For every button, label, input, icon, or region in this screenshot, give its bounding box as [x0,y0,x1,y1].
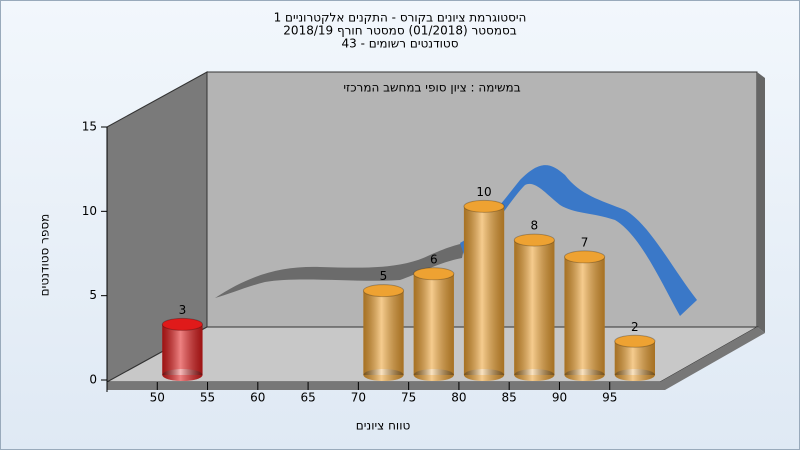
bar-top [161,317,204,331]
bar-bottom-shade [614,369,655,381]
value-label: 2 [631,320,639,334]
bar-bottom-shade [413,369,454,381]
y-tick-label: 10 [82,204,97,218]
x-tick-label: 95 [602,391,617,405]
x-tick-label: 60 [250,391,265,405]
curve-front [460,165,697,316]
bar-bottom-shade [463,369,505,381]
x-tick-label: 70 [351,391,366,405]
bar-top [513,233,555,247]
y-tick-label: 5 [89,288,97,302]
y-tick-label: 0 [89,373,97,387]
floor-edge [107,327,765,390]
value-label: 10 [476,185,491,199]
title-line: בסמסטר (01/2018) סמסטר חורף 2018/19 [283,24,516,38]
bar-shade [162,324,203,375]
annotation: במשימה : ציון סופי במחשב המרכזי [343,81,520,95]
bar-shade [514,240,555,375]
bar-top [463,199,505,213]
value-label: 7 [581,235,589,249]
bar-bottom-shade [514,369,555,381]
bar-top [614,334,656,348]
bar-top [362,284,405,298]
bar-bottom-shade [363,369,404,381]
title-line: היסטוגרמת ציונים בקורס - התקנים אלקטרוני… [274,11,527,25]
x-tick-label: 50 [150,391,165,405]
bar-shade [363,290,404,375]
bar-bottom-shade [564,369,605,381]
value-label: 6 [430,252,438,266]
y-tick-label: 15 [82,120,97,134]
x-tick-label: 55 [200,391,215,405]
bar-top [563,250,606,264]
x-tick-label: 65 [300,391,315,405]
x-tick-label: 90 [552,391,567,405]
bar-top [413,267,455,281]
bar-bottom-shade [162,369,203,381]
curve-back [215,243,465,298]
x-tick-label: 85 [502,391,517,405]
x-tick-label: 75 [401,391,416,405]
value-label: 8 [530,219,538,233]
back-wall-edge [757,72,765,333]
y-axis-label: מספר סטודנטים [38,214,52,297]
bar-shade [463,206,505,375]
value-label: 3 [179,303,187,317]
title-line: סטודנטים רשומים - 43 [341,37,458,51]
x-tick-label: 80 [451,391,466,405]
bar-shade [564,256,605,375]
value-label: 5 [380,269,388,283]
bar-shade [413,273,454,375]
x-axis-label: טווח ציונים [356,419,411,433]
